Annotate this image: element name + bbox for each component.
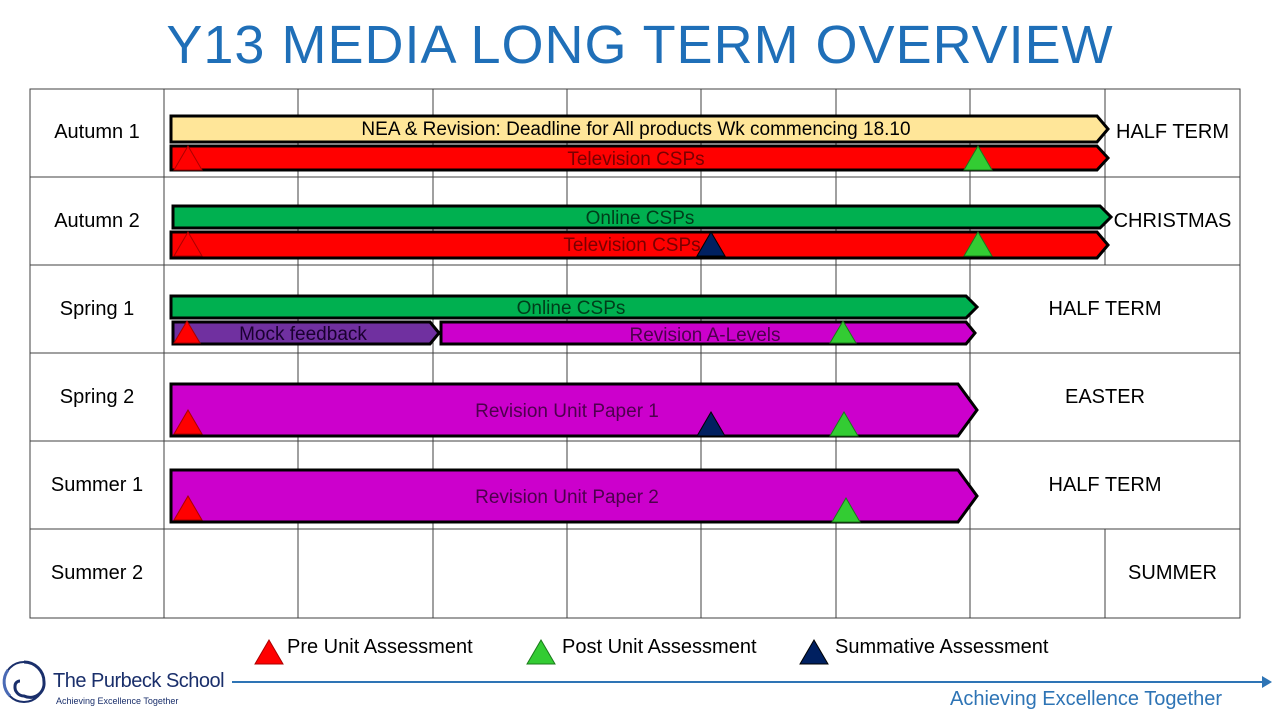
- bar-label: Online CSPs: [586, 208, 695, 229]
- pre-assessment-marker: [173, 495, 203, 521]
- bar-label: Revision A-Levels: [629, 325, 780, 346]
- summative-assessment-marker: [696, 231, 726, 257]
- legend-summative-icon: [799, 639, 829, 665]
- bar-label: Revision Unit Paper 2: [475, 487, 659, 508]
- footer-arrow: [232, 676, 1272, 688]
- holiday-label-spring-2: EASTER: [1064, 386, 1146, 408]
- bar-nea-revision: NEA & Revision: Deadline for All product…: [169, 114, 1110, 144]
- term-label-autumn-1: Autumn 1: [54, 121, 140, 143]
- school-name: The Purbeck School: [53, 670, 225, 692]
- legend-post-icon: [526, 639, 556, 665]
- post-assessment-marker: [829, 320, 857, 344]
- term-label-summer-1: Summer 1: [50, 474, 144, 496]
- post-assessment-marker: [963, 231, 993, 257]
- bar-label: Online CSPs: [517, 298, 626, 319]
- summative-assessment-marker: [696, 411, 726, 437]
- holiday-label-autumn-2: CHRISTMAS: [1113, 210, 1232, 232]
- bar-mock-feedback: Mock feedback: [171, 320, 441, 346]
- footer-tagline: Achieving Excellence Together: [950, 688, 1223, 710]
- pre-assessment-marker: [173, 231, 203, 257]
- bar-revision-unit-paper-2: Revision Unit Paper 2: [169, 468, 979, 524]
- pre-assessment-marker: [173, 320, 201, 344]
- bar-label: Mock feedback: [239, 324, 367, 345]
- legend-summative-label: Summative Assessment: [835, 636, 1049, 658]
- term-label-autumn-2: Autumn 2: [54, 210, 140, 232]
- bar-online-csps-spring1: Online CSPs: [169, 294, 980, 320]
- post-assessment-marker: [831, 497, 861, 523]
- bar-television-csps-autumn2: Television CSPs: [169, 230, 1110, 260]
- legend-pre-icon: [254, 639, 284, 665]
- bar-revision-unit-paper-1: Revision Unit Paper 1: [169, 382, 979, 438]
- school-logo-tagline: Achieving Excellence Together: [56, 696, 179, 706]
- school-logo-icon: [2, 660, 46, 703]
- term-label-spring-1: Spring 1: [59, 298, 135, 320]
- legend-post-label: Post Unit Assessment: [562, 636, 757, 658]
- bar-label: Television CSPs: [567, 149, 704, 170]
- holiday-label-autumn-1: HALF TERM: [1116, 121, 1229, 143]
- term-label-summer-2: Summer 2: [50, 562, 144, 584]
- post-assessment-marker: [829, 411, 859, 437]
- post-assessment-marker: [963, 145, 993, 171]
- bar-label: Revision Unit Paper 1: [475, 401, 659, 422]
- holiday-label-spring-1: HALF TERM: [1048, 298, 1162, 320]
- pre-assessment-marker: [173, 409, 203, 435]
- bar-revision-a-levels: Revision A-Levels: [439, 320, 977, 346]
- term-label-spring-2: Spring 2: [59, 386, 135, 408]
- legend-pre-label: Pre Unit Assessment: [287, 636, 473, 658]
- page-title: Y13 MEDIA LONG TERM OVERVIEW: [166, 15, 1114, 75]
- bar-label: Television CSPs: [563, 235, 700, 256]
- holiday-label-summer-1: HALF TERM: [1048, 474, 1162, 496]
- bar-online-csps-autumn2: Online CSPs: [171, 204, 1114, 230]
- pre-assessment-marker: [173, 145, 203, 171]
- bar-label: NEA & Revision: Deadline for All product…: [361, 119, 910, 140]
- bar-television-csps-autumn1: Television CSPs: [169, 144, 1111, 172]
- holiday-label-summer-2: SUMMER: [1128, 562, 1217, 584]
